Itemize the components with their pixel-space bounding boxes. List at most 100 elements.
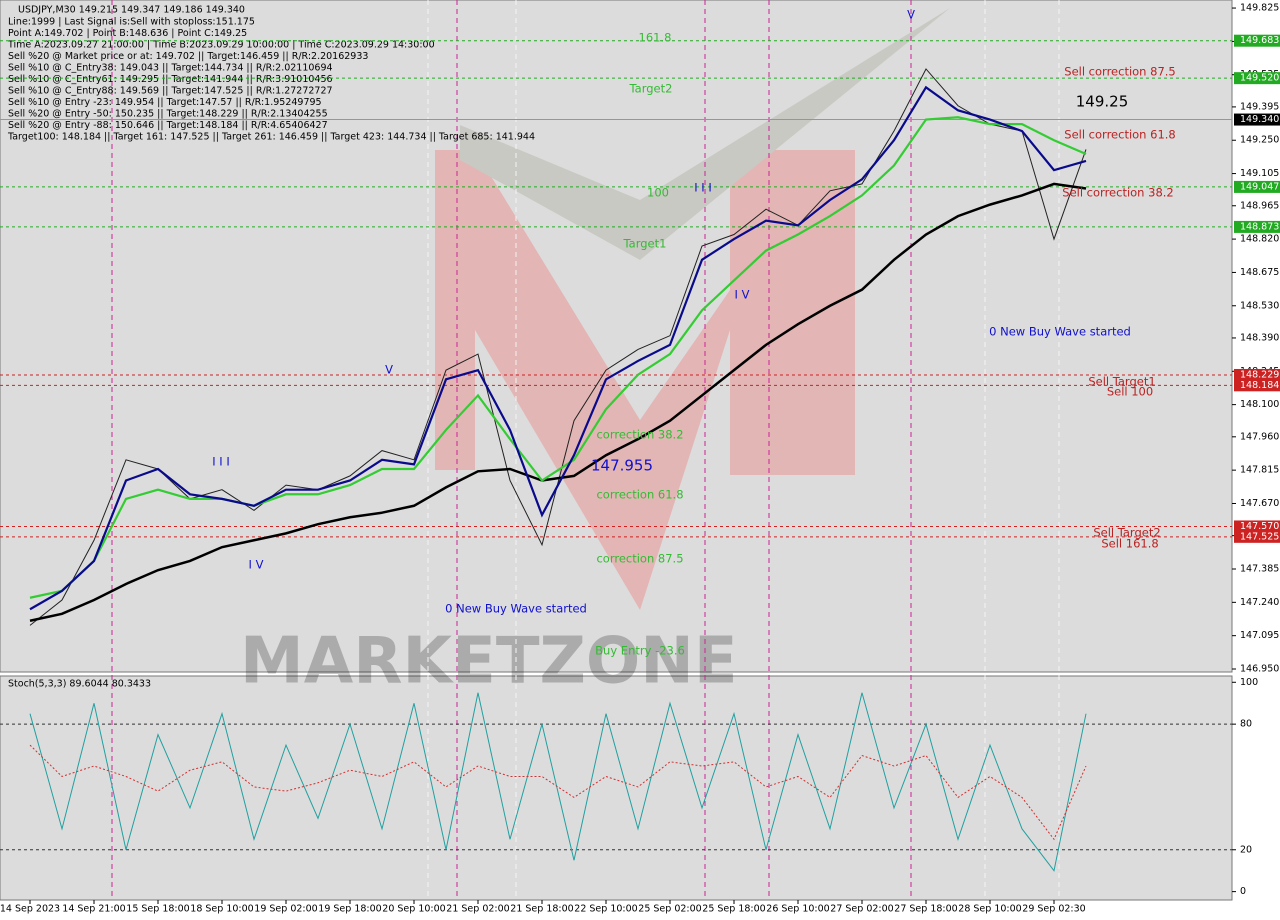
x-tick-label: 25 Sep 02:00 (638, 904, 701, 915)
annotation: 161.8 (639, 31, 672, 45)
y-tick-label: 148.100 (1240, 399, 1279, 410)
annotation: V (385, 363, 393, 377)
info-line: Sell %10 @ Entry -23: 149.954 || Target:… (8, 97, 322, 108)
x-tick-label: 29 Sep 02:30 (1022, 904, 1085, 915)
main-frame (0, 0, 1233, 673)
info-line: Time A:2023.09.27 21:00:00 | Time B:2023… (7, 40, 435, 51)
info-line: Sell %10 @ C_Entry38: 149.043 || Target:… (8, 63, 333, 74)
stoch-panel (0, 676, 1232, 900)
annotation: 0 New Buy Wave started (445, 602, 587, 616)
annotation: Target2 (629, 82, 673, 96)
y-tick-label: 148.675 (1240, 267, 1279, 278)
info-line: Line:1999 | Last Signal is:Sell with sto… (8, 17, 255, 28)
stoch-title: Stoch(5,3,3) 89.6044 80.3433 (8, 679, 151, 690)
annotation: I V (735, 288, 750, 302)
annotation: V (907, 8, 915, 22)
level-label: 149.683 (1240, 35, 1279, 46)
y-tick-label: 149.825 (1240, 3, 1279, 14)
x-tick-label: 15 Sep 18:00 (126, 904, 189, 915)
x-tick-label: 21 Sep 02:00 (446, 904, 509, 915)
y-tick-label: 147.670 (1240, 498, 1279, 509)
info-line: Sell %10 @ C_Entry61: 149.295 || Target:… (8, 74, 333, 85)
x-tick-label: 18 Sep 10:00 (190, 904, 253, 915)
level-box (1234, 379, 1280, 392)
y-tick-label: 147.385 (1240, 564, 1279, 575)
chart-title: USDJPY,M30 149.215 149.347 149.186 149.3… (18, 5, 245, 16)
x-tick-label: 19 Sep 02:00 (254, 904, 317, 915)
x-tick-label: 19 Sep 18:00 (318, 904, 381, 915)
annotation: I I I (694, 181, 712, 195)
annotation: 0 New Buy Wave started (989, 325, 1131, 339)
info-line: Sell %10 @ C_Entry88: 149.569 || Target:… (8, 86, 333, 97)
info-line: Point A:149.702 | Point B:148.636 | Poin… (8, 28, 247, 39)
series-line (29, 692, 1087, 872)
annotation: Sell 161.8 (1101, 537, 1158, 551)
x-tick-label: 21 Sep 18:00 (510, 904, 573, 915)
x-tick-label: 27 Sep 02:00 (830, 904, 893, 915)
y-tick-label: 149.250 (1240, 135, 1279, 146)
level-label: 147.570 (1240, 521, 1279, 532)
y-tick-label: 147.815 (1240, 465, 1279, 476)
y-tick-label: 146.950 (1240, 664, 1279, 675)
annotation: Sell 100 (1107, 385, 1153, 399)
annotation: correction 38.2 (596, 428, 683, 442)
annotation: 100 (647, 186, 669, 200)
y-tick-label: 100 (1240, 677, 1258, 688)
series-line (29, 182, 1087, 622)
series-line (29, 85, 1087, 611)
annotation: Buy Entry -23.6 (595, 644, 685, 658)
x-tick-label: 28 Sep 10:00 (958, 904, 1021, 915)
main-panel (0, 0, 1232, 672)
annotation: I V (249, 558, 264, 572)
annotation: Sell correction 61.8 (1064, 128, 1175, 142)
level-box (1234, 180, 1280, 193)
annotation: correction 87.5 (596, 552, 683, 566)
y-tick-label: 80 (1240, 719, 1252, 730)
info-line: Target100: 148.184 || Target 161: 147.52… (7, 132, 535, 143)
level-label: 148.873 (1240, 221, 1279, 232)
y-tick-label: 148.390 (1240, 332, 1279, 343)
x-tick-label: 25 Sep 18:00 (702, 904, 765, 915)
annotation: Sell correction 87.5 (1064, 65, 1175, 79)
x-tick-label: 20 Sep 10:00 (382, 904, 445, 915)
x-tick-label: 14 Sep 21:00 (62, 904, 125, 915)
current-price-label: 149.340 (1240, 114, 1279, 125)
annotation: Sell correction 38.2 (1062, 186, 1173, 200)
x-tick-label: 14 Sep 2023 (0, 904, 60, 915)
level-label: 149.520 (1240, 73, 1279, 84)
x-tick-label: 26 Sep 10:00 (766, 904, 829, 915)
separators (111, 0, 912, 900)
annotation: correction 61.8 (596, 488, 683, 502)
y-tick-label: 148.820 (1240, 234, 1279, 245)
level-label: 149.047 (1240, 181, 1279, 192)
level-label: 148.229 (1240, 369, 1279, 380)
info-line: Sell %20 @ Entry -50: 150.235 || Target:… (8, 109, 328, 120)
y-tick-label: 0 (1240, 886, 1246, 897)
annotation: Sell Target1 (1088, 375, 1155, 389)
y-tick-label: 148.965 (1240, 200, 1279, 211)
x-tick-label: 22 Sep 10:00 (574, 904, 637, 915)
level-box (1234, 520, 1280, 533)
level-label: 148.184 (1240, 380, 1279, 391)
annotation: Sell Target2 (1093, 526, 1160, 540)
annotation: Target1 (623, 237, 667, 251)
annotation: 149.25 (1076, 93, 1129, 111)
info-line: Sell %20 @ Market price or at: 149.702 |… (8, 51, 368, 62)
info-line: Sell %20 @ Entry -88: 150.646 || Target:… (8, 120, 328, 131)
series-line (29, 116, 1087, 599)
y-tick-label: 147.095 (1240, 630, 1279, 641)
y-tick-label: 149.395 (1240, 101, 1279, 112)
y-tick-label: 149.105 (1240, 168, 1279, 179)
stoch-frame (0, 675, 1233, 901)
y-tick-label: 148.530 (1240, 300, 1279, 311)
level-label: 147.525 (1240, 531, 1279, 542)
separators-light (427, 0, 1060, 900)
current-price-box (1234, 113, 1280, 126)
x-tick-label: 27 Sep 18:00 (894, 904, 957, 915)
level-box (1234, 530, 1280, 543)
y-tick-label: 147.240 (1240, 597, 1279, 608)
y-tick-label: 20 (1240, 844, 1252, 855)
annotation: I I I (212, 455, 230, 469)
level-box (1234, 368, 1280, 381)
